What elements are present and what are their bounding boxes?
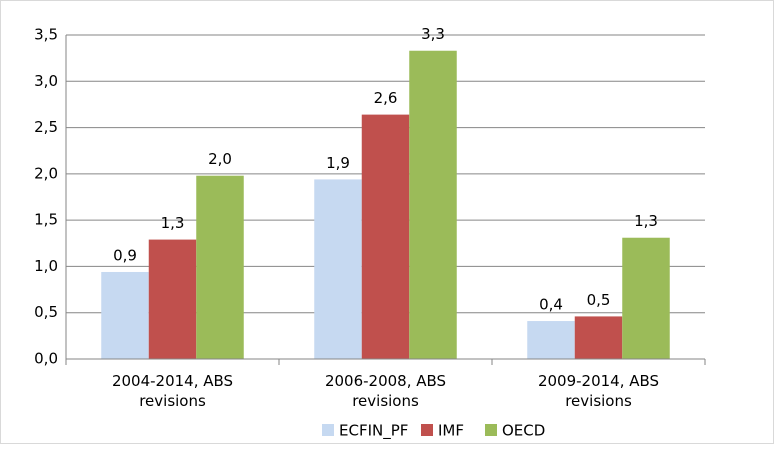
x-tick-label: 2004-2014, ABS revisions	[111, 372, 234, 410]
bar	[101, 271, 149, 359]
bar	[148, 239, 197, 359]
x-tick-label: 2009-2014, ABS revisions	[537, 372, 660, 410]
data-label: 2,0	[208, 150, 232, 168]
legend-label: ECFIN_PF	[339, 422, 408, 441]
bar	[409, 50, 457, 359]
y-tick-label: 1,0	[34, 257, 58, 275]
legend-label: IMF	[438, 422, 464, 440]
legend-swatch	[421, 424, 433, 436]
legend-label: OECD	[502, 422, 545, 440]
legend-swatch	[322, 424, 334, 436]
y-tick-label: 0,5	[34, 303, 58, 321]
bar	[361, 114, 410, 360]
data-label: 3,3	[421, 25, 445, 43]
data-label: 2,6	[374, 89, 398, 107]
y-tick-label: 2,0	[34, 164, 58, 182]
bar	[622, 237, 670, 359]
bar	[527, 321, 575, 359]
y-tick-label: 2,5	[34, 118, 58, 136]
bar	[314, 179, 362, 359]
y-tick-label: 3,0	[34, 72, 58, 90]
bar	[574, 316, 623, 359]
legend-swatch	[485, 424, 497, 436]
y-tick-label: 1,5	[34, 211, 58, 229]
y-tick-label: 0,0	[34, 350, 58, 368]
bar	[196, 175, 244, 359]
x-tick-label: 2006-2008, ABS revisions	[324, 372, 447, 410]
data-label: 1,3	[161, 214, 185, 232]
data-label: 1,3	[634, 212, 658, 230]
y-tick-label: 3,5	[34, 26, 58, 44]
data-label: 0,5	[587, 291, 611, 309]
data-label: 1,9	[326, 154, 350, 172]
data-label: 0,9	[113, 246, 137, 264]
data-label: 0,4	[539, 296, 563, 314]
